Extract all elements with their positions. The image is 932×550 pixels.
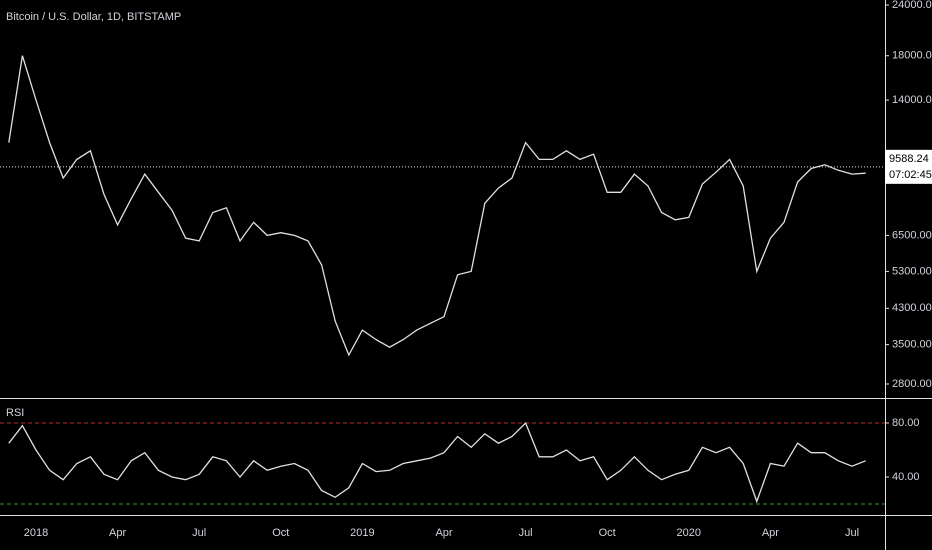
y-tick-label: 5300.00 <box>892 265 932 277</box>
y-tick-label: 14000.00 <box>892 94 932 106</box>
x-tick-label: Jul <box>519 527 533 539</box>
price-line <box>8 55 866 357</box>
y-tick-label: 24000.00 <box>892 0 932 11</box>
x-tick-label: Apr <box>762 527 779 539</box>
y-tick-label: 2800.00 <box>892 378 932 390</box>
last-price-box <box>885 149 932 184</box>
x-tick-label: Oct <box>272 527 289 539</box>
x-tick-label: Jul <box>845 527 859 539</box>
x-tick-label: 2019 <box>350 527 374 539</box>
x-tick-label: Apr <box>435 527 452 539</box>
x-tick-label: Jul <box>192 527 206 539</box>
countdown-label: 07:02:45 <box>889 169 932 181</box>
indicator-title: RSI <box>6 407 24 419</box>
chart-title: Bitcoin / U.S. Dollar, 1D, BITSTAMP <box>6 11 181 23</box>
y-tick-label: 18000.00 <box>892 50 932 62</box>
last-price-label: 9588.24 <box>889 153 929 165</box>
price-line <box>8 421 866 504</box>
x-tick-label: Oct <box>599 527 616 539</box>
y-tick-label: 3500.00 <box>892 339 932 351</box>
x-tick-label: 2018 <box>24 527 48 539</box>
y-tick-label: 40.00 <box>892 471 920 483</box>
y-tick-label: 6500.00 <box>892 229 932 241</box>
y-tick-label: 4300.00 <box>892 302 932 314</box>
x-tick-label: Apr <box>109 527 126 539</box>
y-tick-label: 80.00 <box>892 417 920 429</box>
x-tick-label: 2020 <box>677 527 701 539</box>
